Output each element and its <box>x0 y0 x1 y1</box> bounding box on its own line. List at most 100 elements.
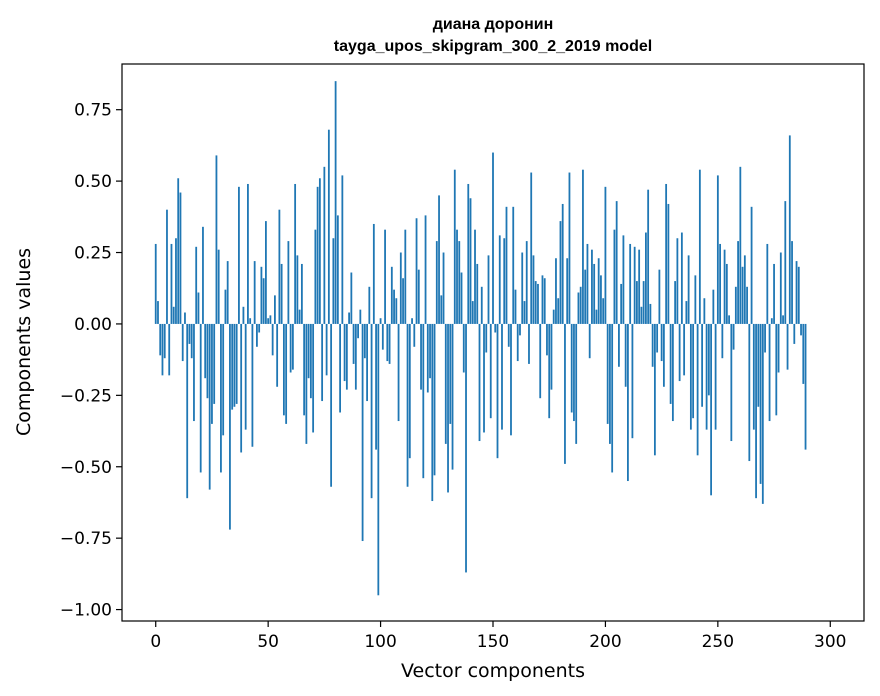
bar-206 <box>618 323 620 367</box>
bar-173 <box>543 278 546 324</box>
bar-159 <box>512 206 515 324</box>
bar-111 <box>404 229 407 324</box>
bar-67 <box>305 323 308 444</box>
bar-6 <box>168 323 171 376</box>
bar-160 <box>514 289 517 324</box>
bar-148 <box>487 255 490 324</box>
bar-244 <box>703 298 706 324</box>
bar-289 <box>804 323 807 450</box>
bar-23 <box>206 323 209 399</box>
bar-34 <box>231 323 234 410</box>
bar-65 <box>300 263 303 324</box>
bar-194 <box>591 249 593 324</box>
bar-166 <box>528 323 530 364</box>
bar-131 <box>449 323 452 424</box>
y-tick-label: −1.00 <box>60 601 112 621</box>
bar-35 <box>233 323 236 407</box>
bar-161 <box>516 323 519 362</box>
bar-31 <box>224 289 227 324</box>
bar-16 <box>190 323 193 359</box>
bar-262 <box>743 255 746 324</box>
bar-116 <box>415 218 418 324</box>
bar-1 <box>157 301 159 324</box>
chart-title-line2: tayga_upos_skipgram_300_2_2019 model <box>334 38 652 55</box>
bar-117 <box>417 269 420 324</box>
bar-183 <box>566 258 569 324</box>
bar-137 <box>462 323 465 373</box>
bar-103 <box>386 323 389 362</box>
bar-274 <box>770 318 773 324</box>
bar-189 <box>579 286 582 324</box>
bar-263 <box>746 286 748 324</box>
bar-40 <box>244 323 247 430</box>
bar-102 <box>384 229 386 324</box>
bar-165 <box>525 241 528 324</box>
bar-46 <box>258 323 261 333</box>
bar-163 <box>521 252 524 324</box>
bar-267 <box>755 323 757 499</box>
bar-138 <box>465 323 467 573</box>
bar-139 <box>467 183 470 324</box>
bar-62 <box>294 183 297 324</box>
bar-203 <box>611 323 614 473</box>
bar-271 <box>764 323 766 353</box>
bar-187 <box>575 323 578 444</box>
bar-72 <box>316 186 319 324</box>
bar-174 <box>546 323 548 356</box>
bar-247 <box>710 323 712 496</box>
bar-38 <box>240 323 243 453</box>
bar-19 <box>197 292 200 324</box>
bar-124 <box>433 323 436 476</box>
bar-286 <box>797 266 800 324</box>
y-tick-label: −0.50 <box>60 458 112 478</box>
bar-242 <box>698 169 701 324</box>
bar-211 <box>629 243 632 324</box>
bar-56 <box>280 263 283 324</box>
bar-272 <box>766 243 769 324</box>
bar-37 <box>238 186 240 324</box>
bar-178 <box>555 258 557 324</box>
bar-76 <box>325 323 328 376</box>
bar-25 <box>211 323 213 424</box>
bar-80 <box>334 81 337 324</box>
bar-94 <box>366 323 368 402</box>
bar-90 <box>357 323 359 339</box>
bar-107 <box>395 298 398 324</box>
bar-118 <box>420 323 422 390</box>
bar-205 <box>615 201 618 324</box>
bar-236 <box>685 301 688 324</box>
bar-232 <box>676 238 679 324</box>
bar-218 <box>645 232 647 324</box>
x-tick-label: 50 <box>257 632 279 652</box>
bar-243 <box>701 323 704 407</box>
bar-15 <box>188 323 191 344</box>
bar-193 <box>588 323 591 359</box>
bar-18 <box>195 246 198 324</box>
x-axis-ticks: 0 50 100 150 200 250 300 <box>150 621 846 652</box>
bar-108 <box>397 323 400 422</box>
bar-255 <box>728 315 730 324</box>
bar-70 <box>312 323 315 433</box>
bar-264 <box>748 323 751 462</box>
bar-155 <box>503 238 506 324</box>
bar-122 <box>429 323 431 379</box>
bar-253 <box>723 249 726 324</box>
bar-74 <box>321 323 324 402</box>
bar-237 <box>687 255 690 324</box>
bar-27 <box>215 155 218 324</box>
bar-99 <box>377 323 380 596</box>
bar-254 <box>725 263 728 324</box>
bar-104 <box>388 323 391 364</box>
bar-190 <box>582 169 584 324</box>
bar-257 <box>732 323 735 350</box>
bar-281 <box>786 323 789 370</box>
bar-225 <box>660 323 663 362</box>
bar-48 <box>262 278 265 324</box>
bar-135 <box>458 241 461 324</box>
bar-89 <box>354 323 357 390</box>
bar-202 <box>609 323 611 444</box>
bar-226 <box>662 323 665 387</box>
bar-125 <box>435 241 438 324</box>
bar-143 <box>476 263 479 324</box>
bar-235 <box>683 323 686 376</box>
